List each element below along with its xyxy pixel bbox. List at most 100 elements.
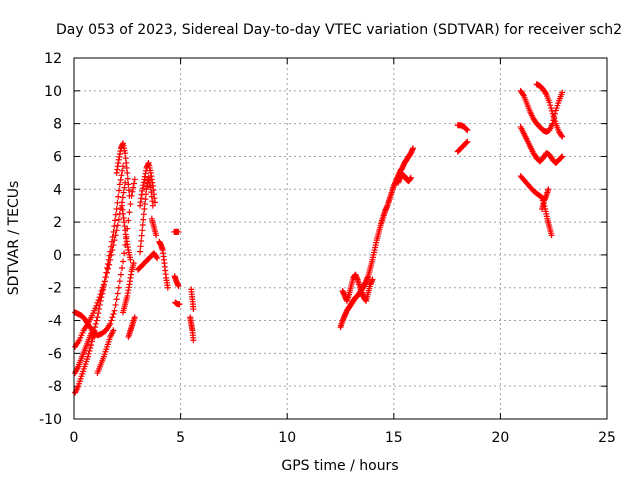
data-point [137,248,144,255]
data-point [121,184,128,191]
y-tick-label: 4 [53,182,62,198]
data-point [95,297,102,304]
data-point [122,179,129,186]
data-point [118,265,125,272]
data-point [129,188,136,195]
series-track-p [171,273,182,290]
data-point [107,320,114,327]
data-point [117,176,124,183]
x-tick-label: 20 [491,430,509,446]
data-point [99,284,106,291]
series-track-w [454,122,471,134]
data-point [139,221,146,228]
x-tick-label: 5 [176,430,185,446]
series-track-x [454,138,471,155]
x-axis-label: GPS time / hours [281,458,398,474]
series-track-m [148,215,160,239]
data-point [94,299,101,306]
data-point [116,278,123,285]
data-point [93,302,100,309]
y-tick-label: 10 [44,84,62,100]
series-track-j [137,160,159,209]
series-track-r [188,286,197,313]
series-track-aa [517,123,566,167]
data-point [138,232,145,239]
y-tick-label: -8 [48,379,62,395]
data-point [559,89,566,96]
series-track-s [187,314,197,344]
x-tick-label: 15 [385,430,403,446]
grid [74,58,607,419]
data-point [95,310,102,317]
data-point [117,271,124,278]
data-point [105,265,112,272]
data-point [115,216,122,223]
y-tick-label: 12 [44,51,62,67]
data-point [463,139,470,146]
data-point [547,102,554,109]
axis-ticks: 0 5 10 15 20 25 -10 -8 -6 -4 -2 0 2 4 6 8 10 12 [39,51,616,446]
data-point [97,291,104,298]
data-point [164,284,171,291]
data-point [87,324,94,331]
data-point [175,228,182,235]
series-track-n [156,238,171,291]
data-point [112,232,119,239]
data-point [558,132,565,139]
series-track-ac [538,186,552,212]
data-point [110,310,117,317]
data-point [130,260,137,267]
y-tick-label: 8 [53,117,62,133]
data-point [140,216,147,223]
series-track-e [94,327,117,377]
data-point [153,253,160,260]
y-tick-label: 0 [53,248,62,264]
data-point [110,327,117,334]
data-point [131,314,138,321]
data-point [139,227,146,234]
data-point [126,209,133,216]
data-point [96,294,103,301]
data-point [120,163,127,170]
x-tick-label: 0 [70,430,79,446]
data-point [120,258,127,265]
data-point [131,176,138,183]
data-point [154,255,161,262]
data-point [114,290,121,297]
series-track-d [72,309,98,340]
data-point [121,250,128,257]
data-point [125,187,132,194]
plot-frame [73,57,608,420]
series-track-z [533,81,566,140]
data-point [137,243,144,250]
data-point [124,169,131,176]
data-point [104,269,111,276]
data-point [548,232,555,239]
data-point [548,105,555,112]
data-point [84,353,91,360]
data-point [106,261,113,268]
data-point [115,193,122,200]
data-point [546,99,553,106]
y-tick-label: 2 [53,215,62,231]
data-point [369,276,376,283]
data-point [108,317,115,324]
data-point [138,237,145,244]
series-track-f [113,140,133,199]
series-track-q [172,299,183,308]
data-point [112,211,119,218]
series-track-o [171,228,182,235]
data-point [94,314,101,321]
data-point [118,172,125,179]
data-point [176,301,183,308]
series-track-ab [517,173,555,239]
data-point [111,223,118,230]
data-point [542,89,549,96]
y-tick-label: -10 [39,412,62,428]
data-point [464,138,471,145]
data-point [559,133,566,140]
series-track-g [118,202,134,263]
data-points [72,81,566,396]
series-track-i [125,314,138,340]
data-point [111,237,118,244]
